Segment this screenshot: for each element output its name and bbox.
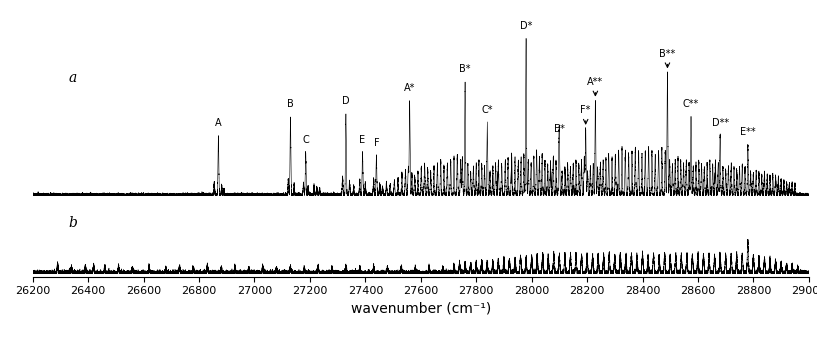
Text: a: a	[69, 71, 77, 85]
Text: A: A	[215, 118, 221, 128]
Text: D**: D**	[712, 118, 729, 128]
Text: E*: E*	[554, 124, 565, 134]
Text: C**: C**	[683, 99, 699, 109]
Text: B**: B**	[659, 49, 676, 67]
Text: D: D	[342, 96, 350, 106]
Text: A**: A**	[587, 77, 604, 96]
X-axis label: wavenumber (cm⁻¹): wavenumber (cm⁻¹)	[350, 302, 491, 316]
Text: B: B	[287, 99, 294, 109]
Text: b: b	[69, 216, 78, 230]
Text: A*: A*	[404, 83, 415, 93]
Text: E: E	[359, 135, 365, 145]
Text: C: C	[302, 135, 309, 145]
Text: D*: D*	[520, 21, 533, 30]
Text: F*: F*	[581, 105, 591, 124]
Text: B*: B*	[459, 65, 471, 74]
Text: E**: E**	[740, 127, 756, 137]
Text: C*: C*	[481, 105, 493, 115]
Text: F: F	[373, 138, 379, 148]
